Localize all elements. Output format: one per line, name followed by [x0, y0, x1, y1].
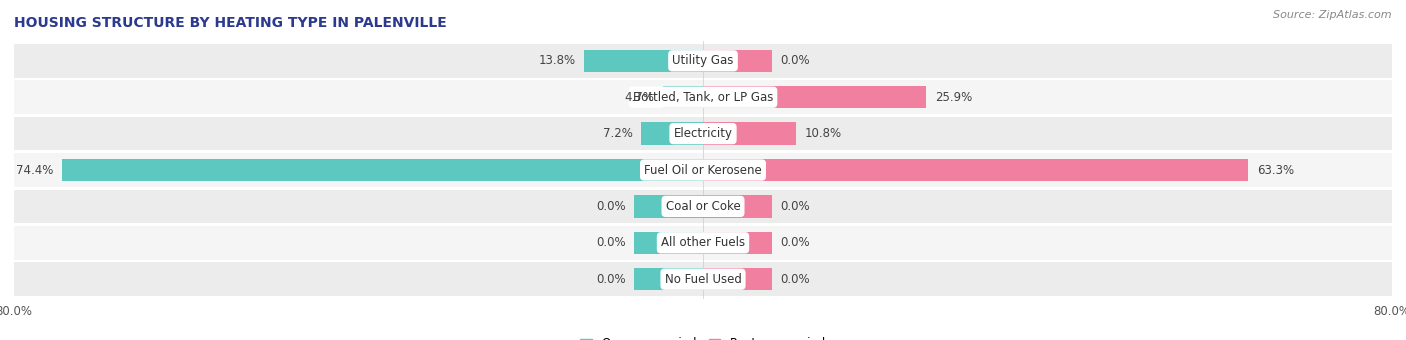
- Text: 0.0%: 0.0%: [780, 200, 810, 213]
- Text: All other Fuels: All other Fuels: [661, 236, 745, 249]
- Text: Electricity: Electricity: [673, 127, 733, 140]
- Bar: [14, 81, 1392, 114]
- Bar: [703, 86, 927, 108]
- Bar: [14, 262, 1392, 296]
- Text: No Fuel Used: No Fuel Used: [665, 273, 741, 286]
- Bar: [662, 86, 703, 108]
- Text: Coal or Coke: Coal or Coke: [665, 200, 741, 213]
- Text: 10.8%: 10.8%: [804, 127, 842, 140]
- Text: 0.0%: 0.0%: [596, 273, 626, 286]
- Text: 0.0%: 0.0%: [596, 236, 626, 249]
- Text: 13.8%: 13.8%: [538, 54, 575, 67]
- Text: HOUSING STRUCTURE BY HEATING TYPE IN PALENVILLE: HOUSING STRUCTURE BY HEATING TYPE IN PAL…: [14, 16, 447, 30]
- Bar: [14, 44, 1392, 78]
- Text: 74.4%: 74.4%: [17, 164, 53, 176]
- Text: 63.3%: 63.3%: [1257, 164, 1294, 176]
- Bar: [14, 190, 1392, 223]
- Bar: [14, 226, 1392, 259]
- Text: Utility Gas: Utility Gas: [672, 54, 734, 67]
- Bar: [703, 195, 772, 218]
- Bar: [703, 232, 772, 254]
- Bar: [703, 159, 1249, 181]
- Bar: [703, 268, 772, 290]
- Text: 0.0%: 0.0%: [780, 54, 810, 67]
- Bar: [703, 122, 796, 145]
- Text: Source: ZipAtlas.com: Source: ZipAtlas.com: [1274, 10, 1392, 20]
- Bar: [14, 153, 1392, 187]
- Text: Bottled, Tank, or LP Gas: Bottled, Tank, or LP Gas: [633, 91, 773, 104]
- Text: 0.0%: 0.0%: [596, 200, 626, 213]
- Text: 25.9%: 25.9%: [935, 91, 972, 104]
- Bar: [634, 268, 703, 290]
- Bar: [703, 50, 772, 72]
- Bar: [62, 159, 703, 181]
- Bar: [583, 50, 703, 72]
- Text: Fuel Oil or Kerosene: Fuel Oil or Kerosene: [644, 164, 762, 176]
- Text: 0.0%: 0.0%: [780, 273, 810, 286]
- Bar: [641, 122, 703, 145]
- Legend: Owner-occupied, Renter-occupied: Owner-occupied, Renter-occupied: [579, 337, 827, 340]
- Text: 4.7%: 4.7%: [624, 91, 654, 104]
- Bar: [634, 195, 703, 218]
- Text: 7.2%: 7.2%: [603, 127, 633, 140]
- Bar: [14, 117, 1392, 150]
- Bar: [634, 232, 703, 254]
- Text: 0.0%: 0.0%: [780, 236, 810, 249]
